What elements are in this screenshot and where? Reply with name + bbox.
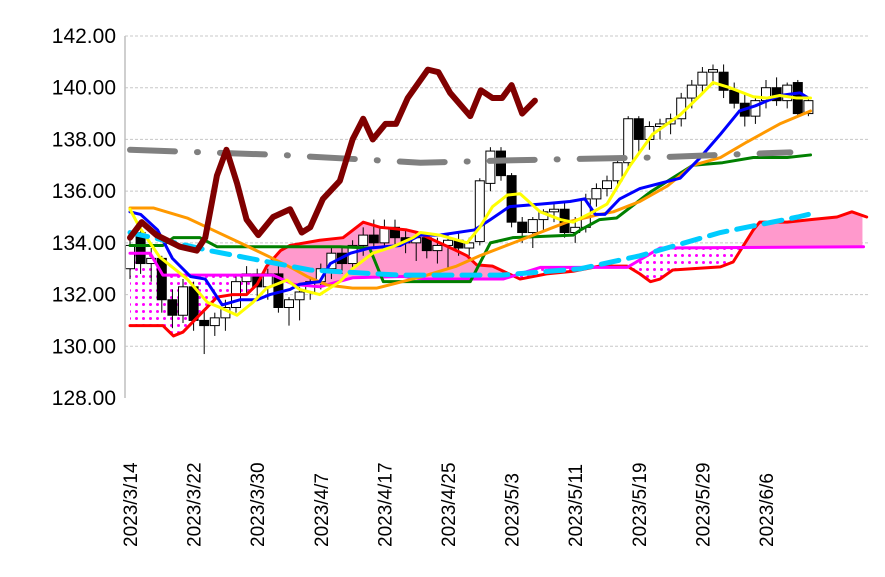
candle-bullish [178, 286, 188, 316]
x-tick-label: 2023/5/29 [693, 462, 714, 547]
kijun-line [128, 153, 813, 284]
y-tick-label: 128.00 [52, 387, 116, 410]
cloud-bearish-area [628, 247, 742, 282]
x-tick-label: 2023/5/3 [503, 473, 524, 547]
candle-bullish [527, 219, 538, 234]
x-tick-label: 2023/4/7 [312, 473, 333, 547]
x-tick-label: 2023/5/19 [630, 462, 651, 547]
y-tick-label: 142.00 [52, 25, 116, 48]
tenkan-line [128, 91, 810, 307]
candle-bullish [294, 291, 305, 301]
senkou-a-line [128, 210, 869, 338]
candle-bullish [358, 234, 369, 246]
candle-bullish [485, 150, 496, 184]
candle-bullish [125, 244, 135, 270]
candle-bullish [464, 242, 475, 249]
x-tick-label: 2023/4/25 [439, 462, 460, 547]
x-tick-label: 2023/5/11 [566, 464, 587, 547]
x-tick-label: 2023/4/17 [375, 462, 396, 547]
x-tick-label: 2023/3/22 [185, 462, 206, 547]
y-tick-label: 140.00 [52, 77, 116, 100]
candle-bullish [803, 100, 814, 115]
chikou-line [127, 66, 538, 254]
candle-bullish [623, 118, 634, 164]
candle-bearish [517, 221, 528, 234]
x-tick-label: 2023/3/30 [248, 462, 269, 547]
candle-bearish [718, 71, 729, 91]
cloud-bullish-area [741, 211, 863, 249]
candle-bullish [697, 71, 708, 86]
candle-bullish [379, 226, 390, 244]
y-tick-label: 138.00 [52, 128, 116, 151]
x-tick-label: 2023/3/14 [121, 462, 142, 547]
candle-bearish [729, 89, 740, 104]
y-tick-label: 136.00 [52, 180, 116, 203]
yellow-line [128, 81, 813, 317]
candle-bullish [549, 208, 559, 213]
candle-bearish [167, 299, 178, 316]
candle-bullish [474, 180, 485, 243]
candle-bullish [602, 180, 612, 190]
gray-dashdot-line [127, 146, 794, 166]
x-axis-ticks: 2023/3/14 2023/3/22 2023/3/30 2023/4/7 2023/… [121, 462, 778, 547]
y-axis-ticks: 128.00 130.00 132.00 134.00 136.00 138.00 140.… [52, 25, 116, 410]
candle-bearish [156, 257, 167, 301]
x-tick-label: 2023/6/6 [757, 473, 778, 547]
candle-bullish [591, 188, 602, 200]
y-tick-label: 130.00 [52, 335, 116, 358]
candle-bullish [432, 244, 443, 252]
candle-bearish [199, 319, 210, 327]
candle-bullish [708, 69, 718, 73]
candle-bullish [209, 317, 220, 327]
indicator-lines [127, 66, 869, 338]
y-tick-label: 132.00 [52, 284, 116, 307]
candle-bearish [368, 234, 379, 244]
candle-bullish [686, 84, 697, 99]
candle-bearish [506, 175, 517, 223]
candle-bullish [612, 162, 623, 182]
candle-bearish [633, 118, 644, 140]
candle-bullish [284, 299, 294, 309]
y-tick-label: 134.00 [52, 232, 116, 255]
